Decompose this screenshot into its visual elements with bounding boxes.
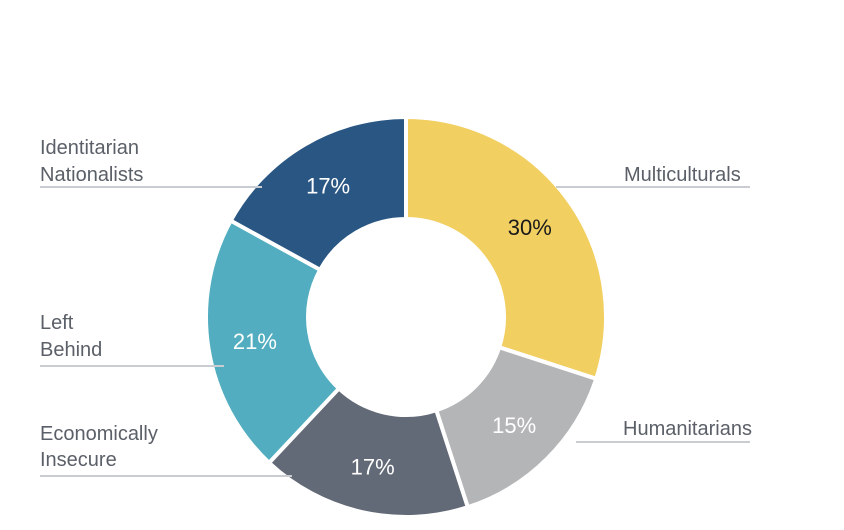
leader-lines — [40, 186, 750, 477]
slice-value-labels: 30% 15% 17% 21% 17% — [233, 173, 552, 479]
slice-economically-insecure — [267, 386, 470, 519]
slice-value-multiculturals: 30% — [508, 215, 552, 240]
slice-value-left-behind: 21% — [233, 329, 277, 354]
slice-value-identitarian-nationalists: 17% — [306, 173, 350, 198]
category-label-humanitarians: Humanitarians — [623, 418, 752, 440]
category-label-multiculturals: Multiculturals — [624, 164, 741, 186]
slice-value-humanitarians: 15% — [492, 413, 536, 438]
slice-value-economically-insecure: 17% — [351, 454, 395, 479]
category-label-left-behind: Left Behind — [40, 312, 102, 361]
category-label-identitarian-nationalists: Identitarian Nationalists — [40, 137, 143, 186]
slice-multiculturals — [404, 115, 608, 381]
slice-identitarian-nationalists — [228, 115, 408, 272]
category-labels: Multiculturals Humanitarians Economically I… — [40, 137, 752, 471]
donut-slices — [204, 115, 608, 519]
category-label-economically-insecure: Economically Insecure — [40, 423, 158, 471]
slice-left-behind — [204, 218, 341, 465]
